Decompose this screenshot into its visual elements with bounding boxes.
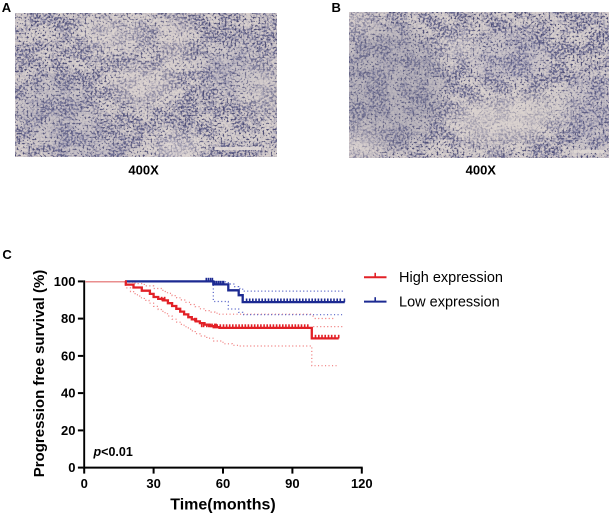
svg-text:High expression: High expression [399, 270, 503, 286]
svg-text:C: C [2, 247, 12, 262]
svg-text:60: 60 [216, 476, 230, 491]
svg-text:90: 90 [285, 476, 299, 491]
svg-text:40: 40 [61, 386, 75, 401]
svg-text:Low expression: Low expression [399, 295, 500, 311]
svg-text:20: 20 [61, 423, 75, 438]
svg-text:100: 100 [54, 274, 76, 289]
svg-text:400X: 400X [466, 163, 497, 178]
svg-text:0: 0 [68, 460, 75, 475]
svg-text:30: 30 [146, 476, 160, 491]
svg-text:Progression free survival (%): Progression free survival (%) [31, 270, 48, 478]
svg-text:120: 120 [351, 476, 373, 491]
svg-text:B: B [332, 0, 341, 15]
svg-text:60: 60 [61, 349, 75, 364]
svg-text:400X: 400X [128, 163, 159, 178]
svg-text:A: A [2, 0, 12, 15]
svg-text:0: 0 [81, 476, 88, 491]
svg-text:80: 80 [61, 311, 75, 326]
svg-text:p<0.01: p<0.01 [93, 445, 133, 459]
svg-text:Time(months): Time(months) [170, 497, 275, 514]
